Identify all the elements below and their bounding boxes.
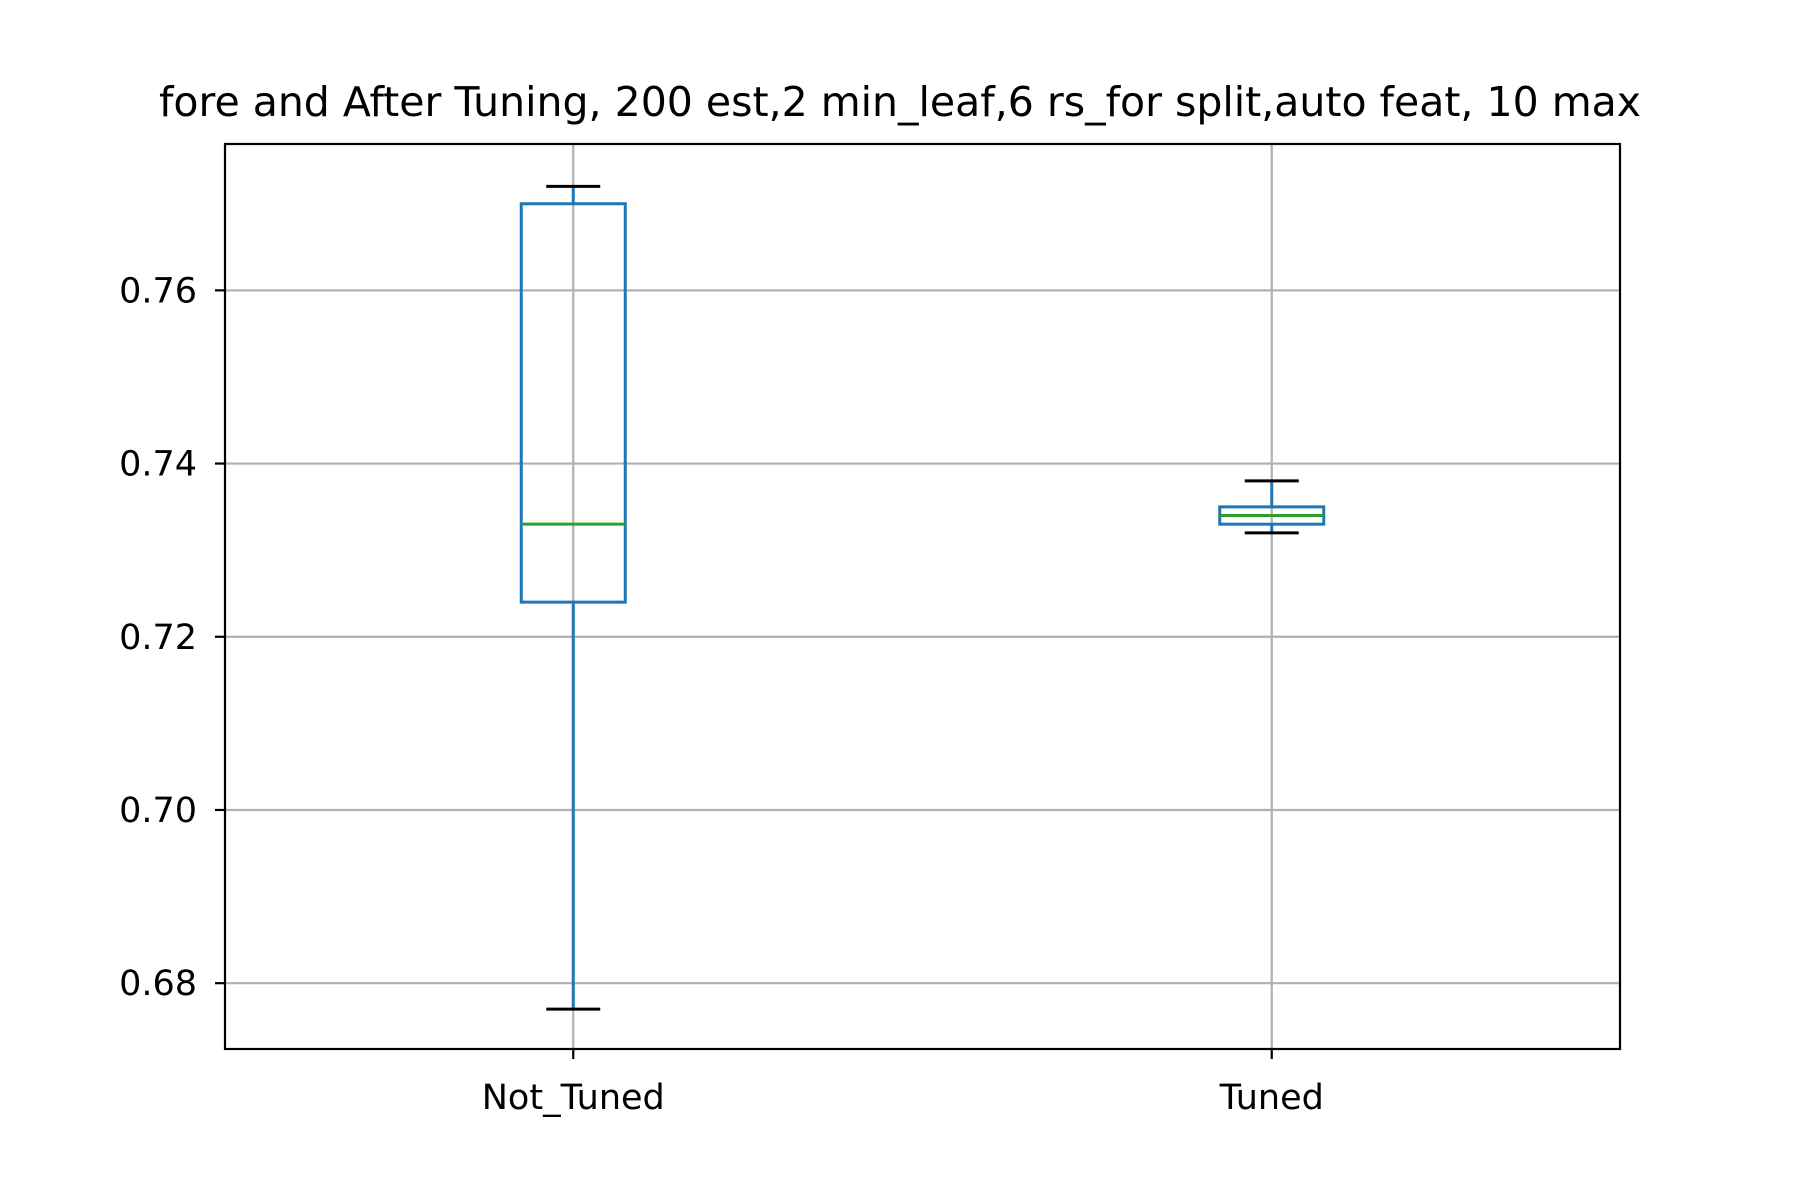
- iqr-box: [519, 202, 627, 604]
- x-tick-label: Not_Tuned: [482, 1078, 665, 1118]
- grid-layer: [225, 144, 1620, 1049]
- tick-layer: 0.68 0.70 0.72 0.74 0.76 Not_Tuned Tuned: [119, 271, 1324, 1118]
- y-tick-label: 0.70: [119, 791, 197, 831]
- axes-frame: [223, 142, 1622, 1051]
- y-tick-label: 0.76: [119, 271, 197, 311]
- y-tick-label: 0.68: [119, 964, 197, 1004]
- y-tick-label: 0.74: [119, 445, 197, 485]
- chart-title: fore and After Tuning, 200 est,2 min_lea…: [159, 78, 1641, 126]
- y-tick-label: 0.72: [119, 618, 197, 658]
- x-tick-label: Tuned: [1219, 1078, 1324, 1118]
- box-layer: [519, 184, 1326, 1011]
